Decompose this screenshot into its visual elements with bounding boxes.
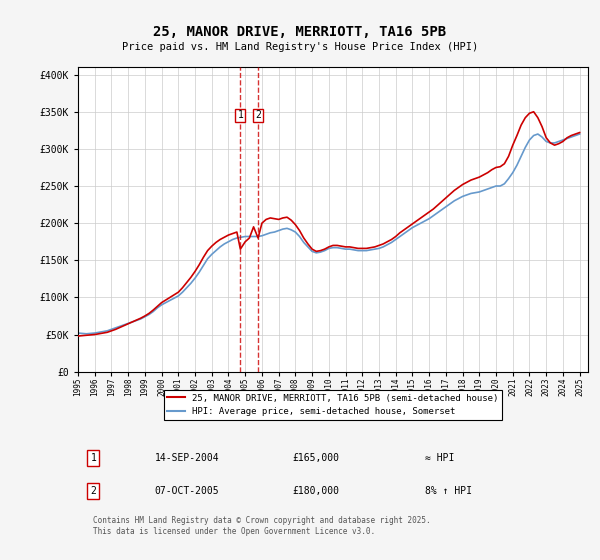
Text: 8% ↑ HPI: 8% ↑ HPI [425, 486, 472, 496]
Text: 25, MANOR DRIVE, MERRIOTT, TA16 5PB: 25, MANOR DRIVE, MERRIOTT, TA16 5PB [154, 25, 446, 39]
Text: 2: 2 [91, 486, 96, 496]
Text: Contains HM Land Registry data © Crown copyright and database right 2025.
This d: Contains HM Land Registry data © Crown c… [94, 516, 431, 535]
Text: 07-OCT-2005: 07-OCT-2005 [155, 486, 219, 496]
Text: Price paid vs. HM Land Registry's House Price Index (HPI): Price paid vs. HM Land Registry's House … [122, 42, 478, 52]
Text: 1: 1 [238, 110, 244, 120]
Text: £180,000: £180,000 [292, 486, 339, 496]
Text: 2: 2 [255, 110, 261, 120]
Text: 14-SEP-2004: 14-SEP-2004 [155, 453, 219, 463]
Text: 1: 1 [91, 453, 96, 463]
Text: £165,000: £165,000 [292, 453, 339, 463]
Legend: 25, MANOR DRIVE, MERRIOTT, TA16 5PB (semi-detached house), HPI: Average price, s: 25, MANOR DRIVE, MERRIOTT, TA16 5PB (sem… [164, 390, 502, 420]
Text: ≈ HPI: ≈ HPI [425, 453, 454, 463]
